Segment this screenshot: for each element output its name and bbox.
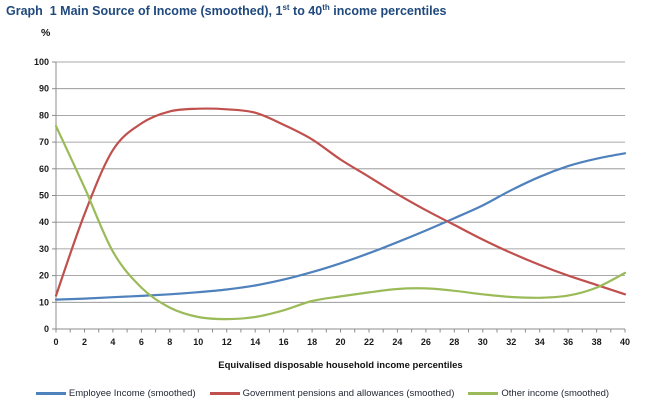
- svg-text:100: 100: [34, 57, 49, 67]
- chart-title-text-3: income percentiles: [329, 4, 447, 19]
- svg-text:90: 90: [39, 84, 49, 94]
- svg-text:12: 12: [222, 337, 232, 347]
- svg-text:6: 6: [139, 337, 144, 347]
- svg-text:20: 20: [335, 337, 345, 347]
- y-axis-unit-label: %: [41, 27, 51, 39]
- legend-label: Employee Income (smoothed): [68, 388, 196, 399]
- chart-title: Graph 1 Main Source of Income (smoothed)…: [6, 3, 636, 18]
- svg-text:4: 4: [110, 337, 115, 347]
- svg-text:0: 0: [53, 337, 58, 347]
- svg-text:26: 26: [421, 337, 431, 347]
- svg-text:18: 18: [307, 337, 317, 347]
- svg-text:14: 14: [250, 337, 260, 347]
- svg-text:8: 8: [167, 337, 172, 347]
- svg-text:24: 24: [392, 337, 402, 347]
- svg-text:70: 70: [39, 137, 49, 147]
- svg-text:50: 50: [39, 191, 49, 201]
- svg-text:60: 60: [39, 164, 49, 174]
- svg-text:34: 34: [535, 337, 545, 347]
- svg-text:32: 32: [506, 337, 516, 347]
- legend-item-government-pensions: Government pensions and allowances (smoo…: [209, 388, 455, 399]
- svg-text:36: 36: [563, 337, 573, 347]
- svg-text:40: 40: [39, 217, 49, 227]
- svg-text:28: 28: [449, 337, 459, 347]
- svg-text:10: 10: [39, 297, 49, 307]
- chart-title-superscript-th: th: [322, 3, 330, 12]
- svg-text:0: 0: [44, 324, 49, 334]
- legend-item-employee-income: Employee Income (smoothed): [35, 388, 196, 399]
- svg-text:38: 38: [592, 337, 602, 347]
- legend-label: Other income (smoothed): [501, 388, 610, 399]
- legend-line-swatch-blue: [35, 392, 66, 395]
- legend-label: Government pensions and allowances (smoo…: [242, 388, 455, 399]
- svg-text:16: 16: [279, 337, 289, 347]
- chart-legend: Employee Income (smoothed) Government pe…: [0, 388, 645, 399]
- x-axis-title: Equivalised disposable household income …: [218, 360, 463, 371]
- chart-title-superscript-st: st: [282, 3, 290, 12]
- svg-text:2: 2: [82, 337, 87, 347]
- svg-text:20: 20: [39, 271, 49, 281]
- svg-text:10: 10: [193, 337, 203, 347]
- legend-line-swatch-red: [209, 392, 240, 395]
- chart-title-text-2: to 40: [289, 4, 323, 19]
- svg-text:40: 40: [620, 337, 630, 347]
- chart-title-text: Graph 1 Main Source of Income (smoothed)…: [6, 4, 283, 19]
- svg-text:80: 80: [39, 110, 49, 120]
- svg-text:30: 30: [478, 337, 488, 347]
- legend-line-swatch-green: [468, 392, 499, 395]
- legend-item-other-income: Other income (smoothed): [468, 388, 609, 399]
- svg-text:30: 30: [39, 244, 49, 254]
- svg-text:22: 22: [364, 337, 374, 347]
